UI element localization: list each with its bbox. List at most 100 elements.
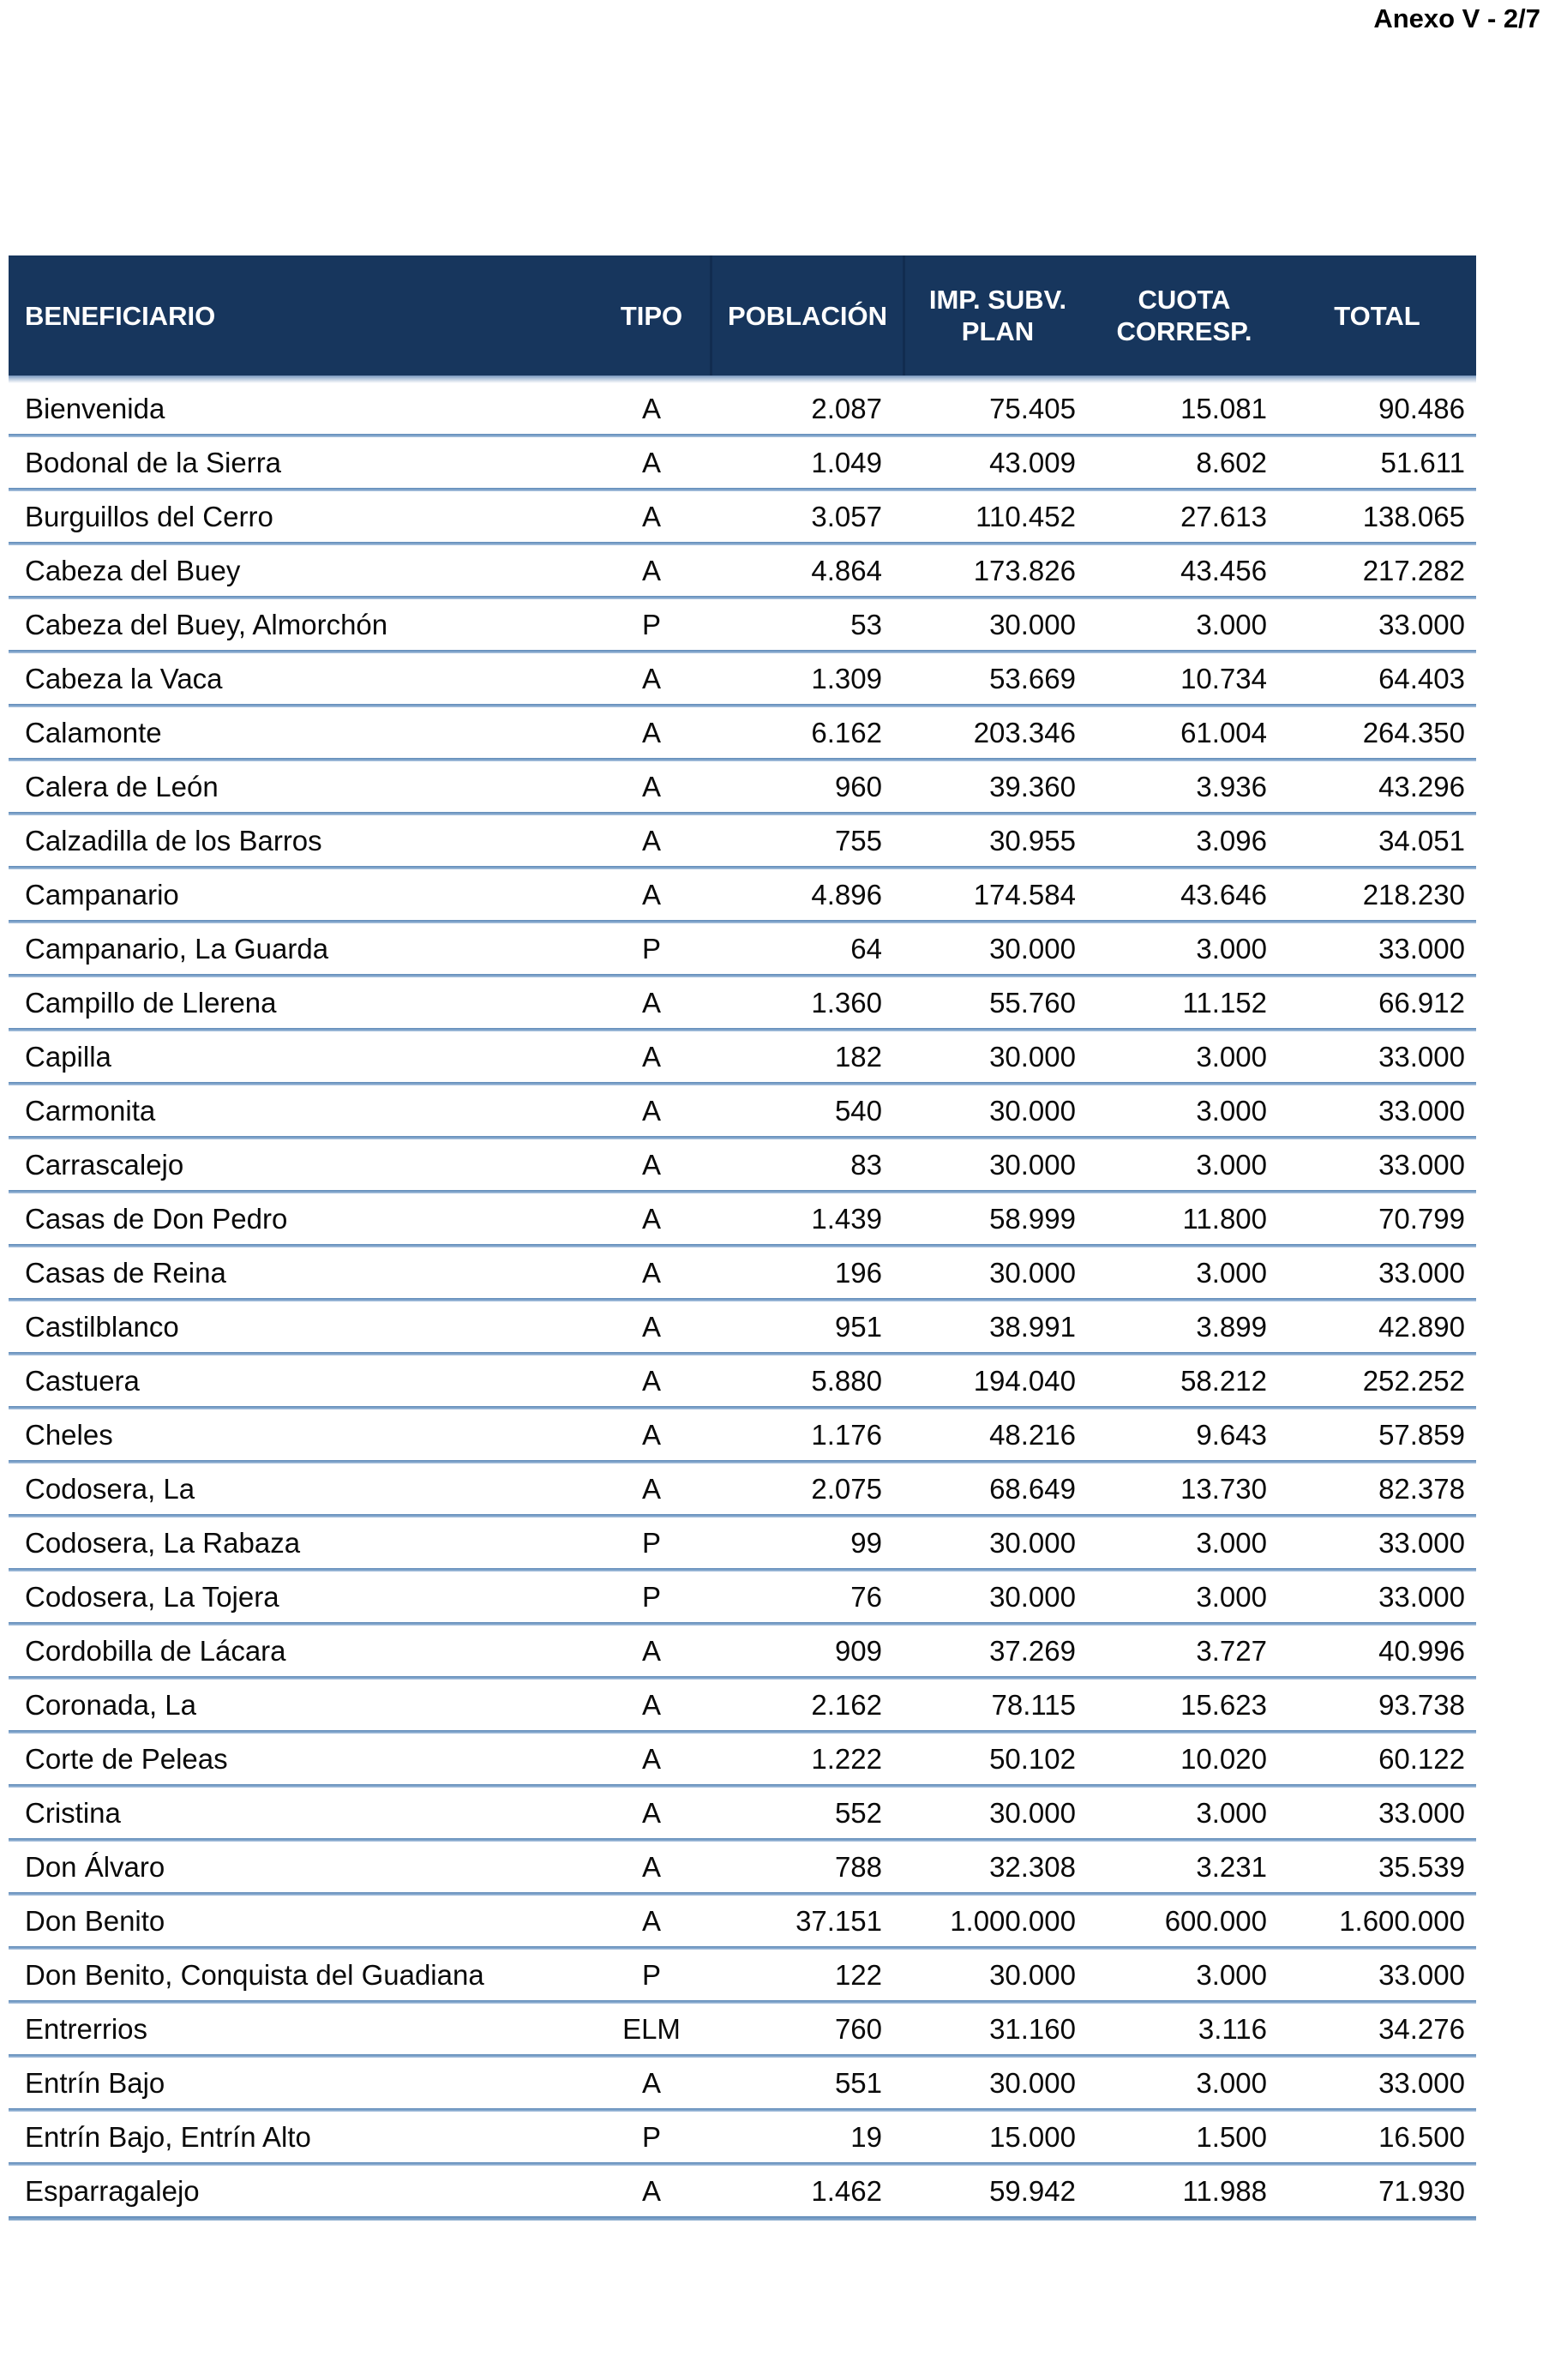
cell-tipo: A (641, 986, 661, 1019)
cell-beneficiario: Esparragalejo (25, 2174, 200, 2207)
cell-beneficiario: Corte de Peleas (25, 1742, 228, 1775)
cell-tipo: A (641, 1202, 661, 1235)
cell-imp_subv_plan: 30.000 (989, 2066, 1076, 2099)
row-separator (9, 758, 1476, 761)
table-row: Castuera A 5.880 194.040 58.212 252.252 (9, 1355, 1476, 1406)
cell-cuota_corresp: 3.000 (1196, 2066, 1267, 2099)
table-row: Cabeza la Vaca A 1.309 53.669 10.734 64.403 (9, 653, 1476, 704)
table-header-row: BENEFICIARIO TIPO POBLACIÓN IMP. SUBV. PLAN… (9, 255, 1476, 376)
row-separator (9, 704, 1476, 707)
cell-imp_subv_plan: 173.826 (973, 554, 1076, 586)
cell-total: 33.000 (1378, 932, 1465, 965)
cell-beneficiario: Cheles (25, 1418, 113, 1451)
cell-poblacion: 1.049 (811, 446, 882, 478)
cell-imp_subv_plan: 37.269 (989, 1634, 1076, 1667)
cell-total: 60.122 (1378, 1742, 1465, 1775)
table-row: Cheles A 1.176 48.216 9.643 57.859 (9, 1409, 1476, 1460)
cell-poblacion: 760 (834, 2012, 882, 2045)
cell-tipo: A (641, 1742, 661, 1775)
cell-tipo: A (641, 1418, 661, 1451)
cell-poblacion: 53 (850, 608, 882, 640)
cell-beneficiario: Castilblanco (25, 1310, 179, 1343)
cell-imp_subv_plan: 48.216 (989, 1418, 1076, 1451)
column-header-imp_subv_plan: IMP. SUBV. PLAN (903, 255, 1090, 376)
column-header-label: POBLACIÓN (728, 300, 887, 331)
cell-total: 1.600.000 (1339, 1904, 1465, 1937)
cell-beneficiario: Entrín Bajo (25, 2066, 165, 2099)
cell-imp_subv_plan: 30.000 (989, 1796, 1076, 1829)
cell-total: 33.000 (1378, 2066, 1465, 2099)
cell-cuota_corresp: 11.988 (1182, 2174, 1267, 2207)
cell-tipo: A (641, 824, 661, 856)
cell-poblacion: 76 (850, 1580, 882, 1613)
column-header-label: CUOTA CORRESP. (1116, 285, 1252, 346)
table-row: Bodonal de la Sierra A 1.049 43.009 8.602 51.… (9, 437, 1476, 488)
cell-total: 70.799 (1378, 1202, 1465, 1235)
cell-total: 218.230 (1362, 878, 1465, 911)
cell-tipo: A (641, 1310, 661, 1343)
cell-tipo: P (641, 1580, 661, 1613)
cell-tipo: A (641, 662, 661, 694)
cell-beneficiario: Don Benito (25, 1904, 165, 1937)
cell-imp_subv_plan: 30.000 (989, 1094, 1076, 1127)
cell-poblacion: 788 (834, 1850, 882, 1883)
table-row: Bienvenida A 2.087 75.405 15.081 90.486 (9, 383, 1476, 434)
row-separator (9, 1190, 1476, 1193)
cell-poblacion: 1.309 (811, 662, 882, 694)
cell-total: 33.000 (1378, 608, 1465, 640)
cell-imp_subv_plan: 30.000 (989, 1580, 1076, 1613)
cell-poblacion: 4.896 (811, 878, 882, 911)
cell-cuota_corresp: 13.730 (1180, 1472, 1267, 1505)
cell-beneficiario: Codosera, La (25, 1472, 195, 1505)
cell-poblacion: 83 (850, 1148, 882, 1181)
cell-cuota_corresp: 8.602 (1196, 446, 1267, 478)
table-row: Cristina A 552 30.000 3.000 33.000 (9, 1788, 1476, 1838)
cell-beneficiario: Codosera, La Tojera (25, 1580, 279, 1613)
cell-poblacion: 551 (834, 2066, 882, 2099)
cell-imp_subv_plan: 30.000 (989, 1040, 1076, 1073)
cell-tipo: A (641, 2066, 661, 2099)
cell-beneficiario: Burguillos del Cerro (25, 500, 273, 532)
cell-total: 51.611 (1380, 446, 1465, 478)
row-separator (9, 2108, 1476, 2112)
cell-imp_subv_plan: 30.000 (989, 1958, 1076, 1991)
column-header-beneficiario: BENEFICIARIO (9, 255, 593, 376)
cell-cuota_corresp: 15.623 (1180, 1688, 1267, 1721)
row-separator (9, 920, 1476, 923)
cell-tipo: A (641, 1364, 661, 1397)
table-row: Campanario, La Guarda P 64 30.000 3.000 33.00… (9, 923, 1476, 974)
cell-beneficiario: Calzadilla de los Barros (25, 824, 322, 856)
table-row: Codosera, La Rabaza P 99 30.000 3.000 33.000 (9, 1518, 1476, 1568)
cell-tipo: A (641, 1094, 661, 1127)
cell-cuota_corresp: 27.613 (1180, 500, 1267, 532)
table-row: Capilla A 182 30.000 3.000 33.000 (9, 1031, 1476, 1082)
cell-beneficiario: Coronada, La (25, 1688, 196, 1721)
cell-imp_subv_plan: 39.360 (989, 770, 1076, 802)
cell-total: 264.350 (1362, 716, 1465, 748)
cell-imp_subv_plan: 78.115 (991, 1688, 1076, 1721)
row-separator (9, 650, 1476, 653)
cell-tipo: ELM (622, 2012, 681, 2045)
cell-beneficiario: Carrascalejo (25, 1148, 184, 1181)
cell-imp_subv_plan: 15.000 (989, 2120, 1076, 2153)
cell-poblacion: 2.162 (811, 1688, 882, 1721)
row-separator (9, 1892, 1476, 1896)
cell-imp_subv_plan: 50.102 (989, 1742, 1076, 1775)
cell-tipo: A (641, 392, 661, 424)
cell-cuota_corresp: 3.000 (1196, 932, 1267, 965)
table-row: Codosera, La A 2.075 68.649 13.730 82.378 (9, 1463, 1476, 1514)
cell-total: 33.000 (1378, 1958, 1465, 1991)
cell-poblacion: 2.087 (811, 392, 882, 424)
cell-beneficiario: Cordobilla de Lácara (25, 1634, 286, 1667)
cell-imp_subv_plan: 55.760 (989, 986, 1076, 1019)
cell-tipo: A (641, 1796, 661, 1829)
cell-tipo: A (641, 1904, 661, 1937)
table-row: Entrín Bajo, Entrín Alto P 19 15.000 1.500 16… (9, 2112, 1476, 2162)
table-body: Bienvenida A 2.087 75.405 15.081 90.486 Bodona… (9, 383, 1476, 2216)
cell-total: 138.065 (1362, 500, 1465, 532)
cell-cuota_corresp: 61.004 (1180, 716, 1267, 748)
cell-beneficiario: Castuera (25, 1364, 140, 1397)
cell-imp_subv_plan: 30.000 (989, 1256, 1076, 1289)
cell-imp_subv_plan: 75.405 (989, 392, 1076, 424)
cell-imp_subv_plan: 43.009 (989, 446, 1076, 478)
